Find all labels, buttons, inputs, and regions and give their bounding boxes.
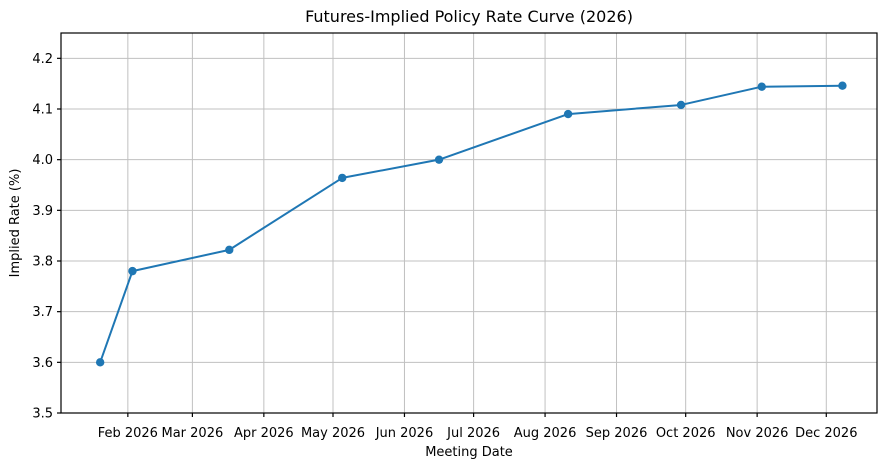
data-point-marker — [338, 173, 347, 183]
x-tick-label: Nov 2026 — [726, 426, 789, 441]
y-axis-label: Implied Rate (%) — [8, 169, 23, 278]
x-tick-label: Jul 2026 — [446, 426, 500, 441]
grid-layer — [61, 33, 877, 414]
y-tick-label: 4.2 — [32, 52, 53, 67]
frame-layer — [60, 32, 878, 414]
data-point-marker — [563, 109, 573, 119]
plot-frame — [60, 32, 878, 414]
x-tick-label: May 2026 — [301, 426, 365, 441]
data-point-marker — [128, 266, 137, 276]
x-tick-label: Apr 2026 — [234, 426, 294, 441]
data-point-marker — [225, 245, 234, 255]
data-point-marker — [434, 155, 444, 164]
y-tick-label: 3.6 — [32, 356, 53, 371]
y-tick-label: 3.9 — [32, 204, 53, 219]
x-tick-label: Dec 2026 — [795, 426, 857, 441]
data-point-marker — [838, 81, 847, 90]
x-tick-label: Oct 2026 — [656, 426, 716, 441]
series-layer — [95, 81, 847, 367]
y-tick-label: 3.8 — [32, 255, 53, 270]
data-point-marker — [676, 100, 686, 110]
x-tick-label: Jun 2026 — [375, 426, 434, 441]
x-tick-label: Feb 2026 — [98, 426, 158, 441]
data-point-marker — [757, 82, 766, 91]
x-tick-label: Sep 2026 — [586, 426, 648, 441]
x-axis-label: Meeting Date — [425, 445, 513, 460]
y-tick-label: 3.7 — [32, 305, 53, 320]
tick-layer: 3.5 3.6 3.7 3.8 3.9 4.0 4.1 4.2 Feb 2026 Mar 2026… — [32, 52, 857, 441]
y-tick-label: 3.5 — [32, 407, 53, 422]
rate-curve-line — [99, 84, 844, 364]
y-tick-label: 4.1 — [32, 103, 53, 118]
y-tick-label: 4.0 — [32, 153, 53, 168]
x-tick-label: Mar 2026 — [162, 426, 224, 441]
data-point-marker — [95, 358, 105, 367]
x-tick-label: Aug 2026 — [514, 426, 577, 441]
chart-title: Futures-Implied Policy Rate Curve (2026) — [305, 7, 633, 26]
